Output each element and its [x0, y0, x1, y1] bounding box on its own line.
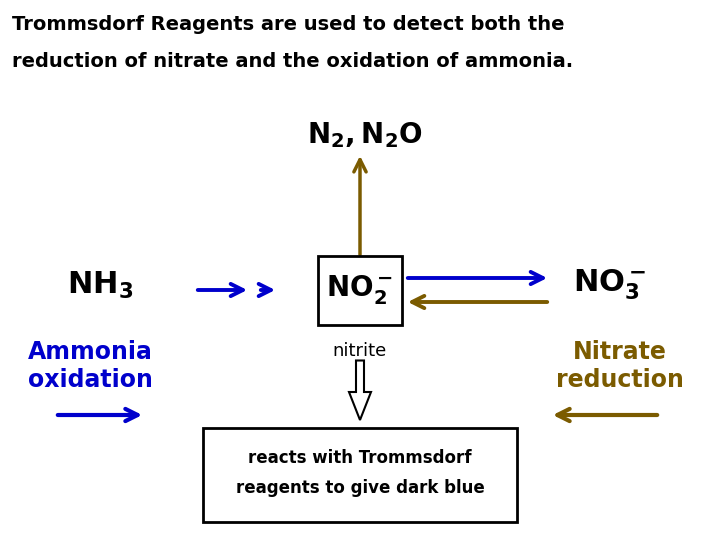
- Text: reduction of nitrate and the oxidation of ammonia.: reduction of nitrate and the oxidation o…: [12, 52, 573, 71]
- Text: reacts with Trommsdorf: reacts with Trommsdorf: [248, 449, 472, 467]
- Polygon shape: [349, 361, 371, 420]
- Text: nitrite: nitrite: [333, 342, 387, 361]
- Text: Nitrate
reduction: Nitrate reduction: [556, 340, 684, 392]
- FancyBboxPatch shape: [203, 428, 517, 522]
- Text: $\mathbf{NO_2^-}$: $\mathbf{NO_2^-}$: [326, 273, 394, 307]
- Text: $\mathbf{N_2, N_2O}$: $\mathbf{N_2, N_2O}$: [307, 120, 423, 150]
- FancyBboxPatch shape: [318, 255, 402, 325]
- Text: Trommsdorf Reagents are used to detect both the: Trommsdorf Reagents are used to detect b…: [12, 15, 564, 34]
- Text: $\mathbf{NO_3^-}$: $\mathbf{NO_3^-}$: [573, 268, 647, 302]
- Text: Ammonia
oxidation: Ammonia oxidation: [27, 340, 153, 392]
- Text: $\mathbf{NH_3}$: $\mathbf{NH_3}$: [67, 269, 133, 301]
- Text: reagents to give dark blue: reagents to give dark blue: [235, 479, 485, 497]
